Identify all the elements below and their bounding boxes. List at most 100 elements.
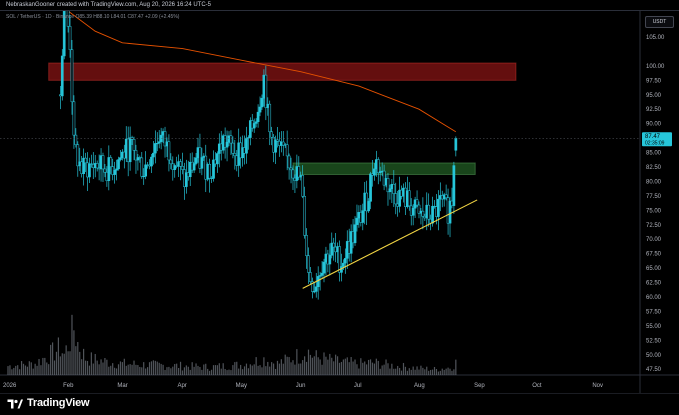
candle-body: [103, 168, 107, 173]
volume-bar: [422, 367, 424, 375]
volume-bar: [311, 357, 313, 375]
volume-bar: [430, 369, 432, 375]
volume-bar: [123, 358, 125, 375]
candle-body: [291, 169, 295, 179]
volume-bar: [255, 357, 257, 375]
chart-area[interactable]: 105.00 100.00 97.50 95.00 92.50 90.00 85.00 82.…: [0, 10, 679, 394]
candle-body: [311, 281, 314, 292]
volume-bar: [336, 356, 339, 375]
volume-bar: [178, 367, 180, 375]
volume-bar: [46, 362, 48, 375]
volume-bar: [379, 368, 381, 375]
price-tick-label: 62.50: [646, 281, 662, 287]
volume-bar: [290, 362, 292, 375]
volume-bar: [410, 369, 412, 375]
candle-body: [101, 155, 105, 170]
candle-body: [76, 144, 80, 167]
candle-body: [361, 210, 365, 223]
candle-body: [454, 138, 458, 151]
volume-bar: [15, 365, 17, 375]
volume-bar: [247, 368, 249, 375]
volume-bar: [245, 363, 248, 375]
candle-body: [338, 246, 341, 273]
volume-bar: [364, 361, 366, 375]
volume-bar: [139, 366, 141, 375]
volume-bar: [418, 369, 420, 375]
volume-bar: [282, 363, 284, 375]
candle-body: [140, 157, 144, 177]
volume-bar: [104, 358, 106, 375]
volume-bar: [276, 360, 279, 375]
candle-body: [252, 123, 256, 129]
time-tick-label: May: [236, 383, 247, 389]
volume-bar: [315, 350, 317, 375]
volume-bar: [395, 368, 397, 375]
volume-bar: [146, 367, 149, 375]
candle-body: [305, 235, 308, 256]
candle-body: [82, 157, 85, 174]
volume-bar: [205, 363, 207, 375]
volume-bar: [307, 349, 310, 375]
volume-bar: [259, 365, 261, 375]
candle-body: [320, 272, 324, 276]
volume-bar: [249, 364, 251, 375]
volume-bar: [313, 356, 315, 375]
candle-body: [411, 207, 415, 216]
volume-bar: [344, 358, 346, 375]
currency-selector[interactable]: USDT: [645, 16, 674, 28]
volume-bar: [154, 360, 156, 375]
volume-bar: [286, 356, 288, 375]
volume-bar: [292, 360, 294, 375]
volume-bar: [358, 368, 360, 375]
candle-body: [216, 153, 219, 165]
volume-bar: [272, 363, 275, 375]
candle-body: [200, 157, 204, 169]
candle-body: [157, 141, 161, 144]
candle-body: [88, 163, 91, 178]
volume-bar: [75, 346, 77, 375]
volume-bar: [335, 354, 337, 375]
candle-body: [72, 101, 76, 136]
footer-bar: TradingView: [0, 393, 679, 415]
price-chart[interactable]: 105.00 100.00 97.50 95.00 92.50 90.00 85.00 82.…: [0, 11, 679, 394]
volume-bar: [96, 360, 98, 375]
volume-bar: [51, 342, 54, 375]
volume-bar: [350, 357, 352, 375]
volume-bar: [453, 369, 455, 375]
candle-body: [378, 171, 382, 173]
candle-body: [312, 291, 316, 293]
volume-bar: [79, 351, 81, 375]
candle-body: [233, 153, 237, 157]
candle-body: [153, 143, 157, 154]
countdown-label: 02:35:09: [645, 140, 665, 146]
volume-bar: [69, 351, 71, 375]
volume-bar: [263, 357, 265, 375]
volume-bar: [83, 348, 85, 375]
price-tick-label: 105.00: [646, 35, 665, 41]
volume-bar: [416, 366, 418, 375]
volume-bar: [11, 369, 13, 375]
candle-body: [342, 262, 345, 267]
volume-bar: [383, 364, 385, 375]
price-tick-label: 92.50: [646, 107, 662, 113]
volume-bar: [346, 357, 348, 375]
trendline[interactable]: [302, 199, 478, 289]
volume-bar: [77, 342, 79, 375]
candle-body: [150, 156, 153, 167]
volume-bar: [294, 364, 296, 375]
volume-bar: [371, 362, 374, 375]
candle-body: [369, 173, 372, 202]
volume-bar: [131, 364, 133, 375]
candle-body: [134, 150, 138, 161]
volume-bar: [42, 357, 44, 375]
volume-bar: [302, 360, 304, 375]
volume-bar: [117, 364, 120, 375]
resistance-zone[interactable]: [48, 62, 517, 81]
volume-bar: [203, 364, 205, 375]
price-tick-label: 97.50: [646, 78, 662, 84]
candle-body: [68, 26, 72, 51]
volume-bar: [414, 369, 416, 375]
volume-bar: [168, 366, 170, 375]
candle-body: [274, 139, 277, 153]
volume-bar: [261, 367, 263, 375]
